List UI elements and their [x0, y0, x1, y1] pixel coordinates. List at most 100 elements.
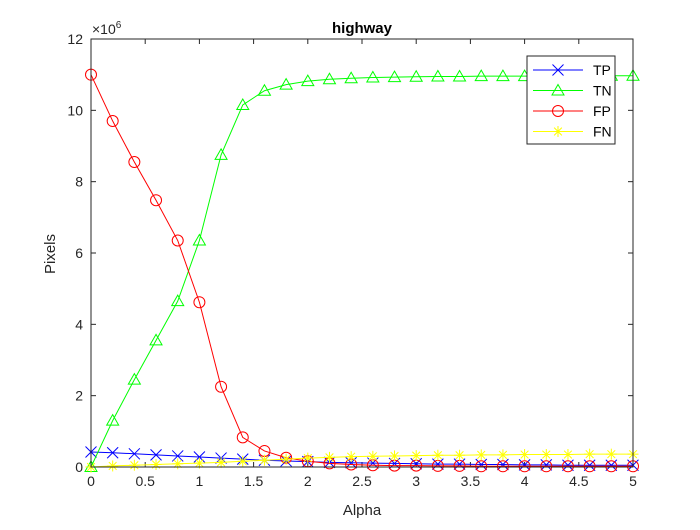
data-point-fp [236, 431, 249, 444]
data-point-tn [235, 97, 250, 110]
marker-stroke [303, 453, 313, 463]
data-point-tn [149, 333, 163, 346]
data-point-tn [431, 69, 445, 82]
data-point-fn [475, 449, 487, 461]
y-axis-label: Pixels [42, 234, 59, 274]
legend-item-fp: FP [533, 103, 611, 119]
x-tick-label: 5 [629, 473, 637, 489]
data-point-fp [193, 296, 206, 309]
data-point-fn [367, 450, 379, 462]
marker-stroke [518, 459, 531, 471]
data-point-tn [105, 413, 120, 426]
marker-stroke [130, 461, 139, 470]
marker-stroke [553, 127, 563, 136]
legend-item-fn: FN [533, 124, 612, 140]
data-point-fp [540, 460, 553, 473]
x-tick-label: 1 [196, 473, 204, 489]
data-point-fp [475, 460, 488, 473]
marker-stroke [346, 452, 356, 461]
data-point-fn [519, 449, 531, 461]
data-point-fn [237, 455, 249, 467]
data-point-fp [605, 460, 618, 473]
data-point-tp [106, 446, 119, 459]
data-point-tp [171, 450, 184, 462]
marker-stroke [542, 450, 551, 459]
legend-item-tp: TP [533, 62, 611, 78]
data-point-fn [280, 453, 292, 465]
data-point-tp [432, 458, 444, 471]
series-line-tp [90, 451, 633, 466]
x-tick-label: 2 [304, 473, 312, 489]
y-tick-label: 0 [75, 459, 83, 475]
data-point-tp [128, 447, 141, 460]
marker-stroke [540, 459, 553, 471]
series-fp [85, 68, 639, 473]
marker-stroke [171, 450, 184, 462]
data-point-tn [474, 69, 489, 82]
marker-stroke [108, 461, 117, 471]
data-point-tn [452, 69, 467, 82]
data-point-tn [496, 69, 510, 82]
x-tick-label: 0 [87, 473, 95, 489]
marker-stroke [552, 64, 564, 76]
y-tick-label: 10 [67, 102, 83, 118]
marker-stroke [607, 449, 616, 459]
axes-box [90, 38, 634, 468]
marker-stroke [128, 447, 141, 460]
legend-box [526, 55, 616, 145]
data-point-fp [518, 460, 531, 473]
marker-stroke [238, 457, 247, 466]
data-point-fn [432, 449, 444, 461]
data-point-tn [409, 69, 424, 82]
x-tick-label: 2.5 [352, 473, 372, 489]
data-point-fn [128, 459, 140, 471]
marker-stroke [585, 449, 594, 459]
y-tick-label: 6 [75, 245, 83, 261]
y-axis-exponent: ×106 [92, 20, 122, 37]
data-point-tn [279, 77, 293, 90]
data-point-fn [323, 451, 335, 463]
marker-stroke [150, 449, 162, 461]
series-layer [84, 68, 640, 473]
legend-label-tn: TN [593, 83, 612, 99]
data-point-tp [518, 459, 531, 471]
data-point-tp [453, 458, 466, 471]
data-point-fp [128, 156, 141, 169]
marker-stroke [195, 458, 204, 468]
data-point-fn [215, 456, 227, 468]
legend-marker-tp [552, 64, 564, 76]
data-point-fn [345, 451, 357, 463]
data-point-fn [584, 448, 596, 460]
data-point-fp [171, 234, 184, 247]
y-tick-label: 4 [75, 316, 83, 332]
marker-stroke [477, 450, 486, 460]
legend-label-fn: FN [593, 124, 612, 140]
marker-stroke [281, 454, 291, 464]
chart-title: highway [332, 20, 393, 37]
marker-stroke [193, 451, 206, 463]
marker-stroke [368, 452, 378, 461]
data-point-fn [302, 452, 314, 464]
data-point-tn [322, 72, 337, 85]
legend-marker-tn [551, 83, 565, 96]
y-tick-label: 2 [75, 388, 83, 404]
data-point-fn [172, 458, 184, 470]
data-point-tp [497, 458, 509, 471]
data-point-tn [300, 74, 315, 87]
data-point-tn [257, 83, 272, 96]
marker-stroke [453, 458, 466, 471]
legend-marker-fp [552, 105, 564, 117]
marker-stroke [520, 450, 529, 459]
y-tick-label: 8 [75, 174, 83, 190]
data-point-fp [561, 460, 574, 473]
legend: TP TN FP FN [526, 55, 616, 145]
marker-stroke [173, 459, 182, 468]
marker-stroke [260, 456, 269, 465]
data-point-fp [150, 194, 163, 207]
data-point-fn [258, 454, 270, 466]
data-point-tp [540, 459, 553, 471]
data-point-fp [106, 115, 119, 128]
x-axis-label: Alpha [343, 502, 382, 519]
x-tick-label: 3.5 [461, 473, 481, 489]
